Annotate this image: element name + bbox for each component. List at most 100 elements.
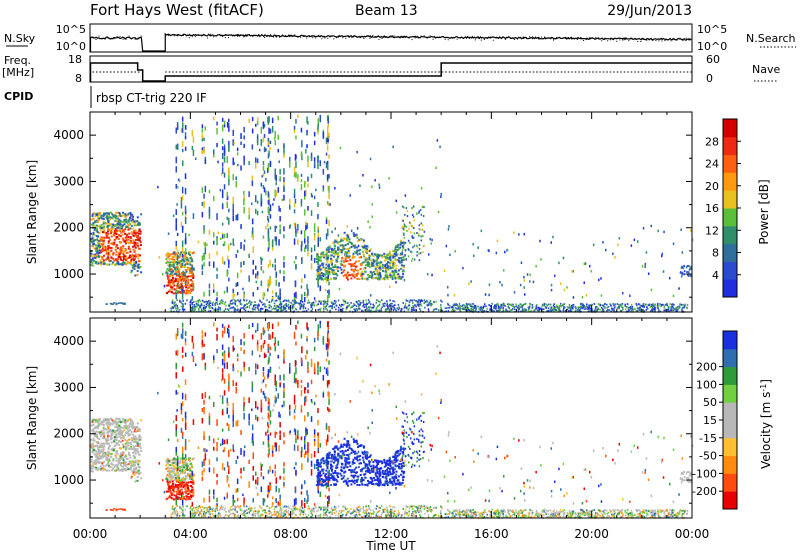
power-cell	[673, 309, 675, 312]
power-cell	[126, 214, 129, 217]
power-cell	[100, 251, 103, 254]
power-cell	[361, 309, 363, 312]
power-cell	[275, 292, 277, 296]
noise-search-point	[676, 39, 678, 41]
velocity-cell	[118, 459, 121, 462]
power-cell	[370, 259, 373, 262]
power-cell	[248, 305, 251, 307]
power-cell	[415, 300, 417, 302]
power-cell	[208, 305, 210, 308]
power-cell	[541, 309, 543, 312]
power-cell	[234, 308, 237, 311]
power-cell	[633, 238, 636, 242]
power-cell	[102, 259, 105, 262]
power-cell	[185, 262, 188, 265]
power-cell	[95, 244, 98, 247]
power-cell	[543, 304, 545, 307]
velocity-cell	[120, 437, 123, 439]
velocity-cell	[106, 463, 109, 466]
noise-search-point	[288, 35, 290, 37]
power-cell	[201, 124, 204, 129]
power-cell	[630, 303, 633, 306]
power-cell	[252, 307, 255, 309]
noise-search-point	[95, 39, 97, 40]
power-colorbar-segment	[723, 208, 737, 227]
power-cell	[305, 189, 307, 197]
power-cell	[322, 262, 325, 265]
power-cell	[269, 310, 271, 313]
power-cell	[332, 303, 334, 305]
power-cell	[397, 303, 400, 306]
power-cell	[471, 308, 474, 311]
power-cell	[334, 264, 337, 267]
power-cell	[226, 286, 228, 293]
power-cell	[189, 251, 192, 254]
power-cell	[379, 261, 382, 264]
power-cell	[173, 284, 176, 287]
power-cell	[175, 218, 177, 224]
power-cell	[175, 307, 177, 310]
power-cell	[275, 271, 277, 278]
power-cell	[400, 259, 403, 262]
power-cell	[110, 227, 113, 230]
velocity-cell	[100, 432, 103, 435]
power-cell	[589, 307, 591, 310]
power-cell	[199, 300, 202, 303]
power-cell	[294, 223, 297, 230]
power-cell	[168, 289, 171, 292]
velocity-cell	[119, 427, 122, 430]
power-cell	[310, 254, 313, 261]
power-cell	[265, 178, 267, 182]
power-cell	[435, 300, 437, 303]
power-cell	[326, 260, 329, 262]
power-cell	[395, 211, 398, 214]
power-cell	[677, 306, 680, 309]
power-cell	[380, 254, 383, 257]
velocity-cell	[119, 447, 122, 450]
power-cell	[622, 292, 624, 295]
power-cell	[423, 302, 425, 304]
power-cell	[517, 304, 520, 307]
power-cell	[348, 255, 351, 258]
power-cell	[118, 225, 121, 228]
power-cell	[427, 304, 430, 307]
velocity-cell	[101, 449, 104, 452]
power-cell	[129, 261, 132, 264]
power-cell	[284, 308, 286, 311]
noise-search-point	[203, 34, 205, 36]
power-cell	[203, 262, 205, 267]
power-cell	[589, 304, 591, 307]
power-cell	[613, 304, 615, 307]
power-cell	[337, 309, 340, 312]
velocity-cell	[115, 450, 118, 453]
power-cell	[136, 235, 138, 238]
power-cell	[436, 139, 439, 142]
power-cell	[409, 299, 411, 302]
power-cell	[535, 305, 538, 308]
power-cell	[304, 230, 306, 235]
power-cell	[480, 305, 483, 308]
power-cell	[193, 307, 196, 310]
power-cell	[96, 247, 99, 250]
noise-search-point	[197, 34, 199, 36]
power-cell	[136, 224, 139, 226]
power-cell	[424, 301, 427, 303]
power-cell	[558, 307, 561, 309]
power-cell	[328, 132, 330, 140]
power-cell	[365, 250, 368, 253]
power-cell	[502, 302, 505, 305]
power-cell	[381, 265, 384, 268]
power-cell	[378, 303, 381, 306]
power-cell	[313, 304, 316, 307]
power-cell	[91, 223, 94, 226]
power-cell	[126, 233, 129, 236]
noise-search-point	[167, 35, 169, 37]
velocity-cell	[123, 436, 125, 439]
power-cell	[239, 299, 242, 301]
power-cell	[355, 265, 357, 268]
velocity-cell	[132, 465, 135, 468]
power-cell	[321, 262, 324, 265]
power-cell	[343, 303, 345, 306]
power-cell	[375, 307, 378, 309]
power-cell	[307, 155, 309, 162]
